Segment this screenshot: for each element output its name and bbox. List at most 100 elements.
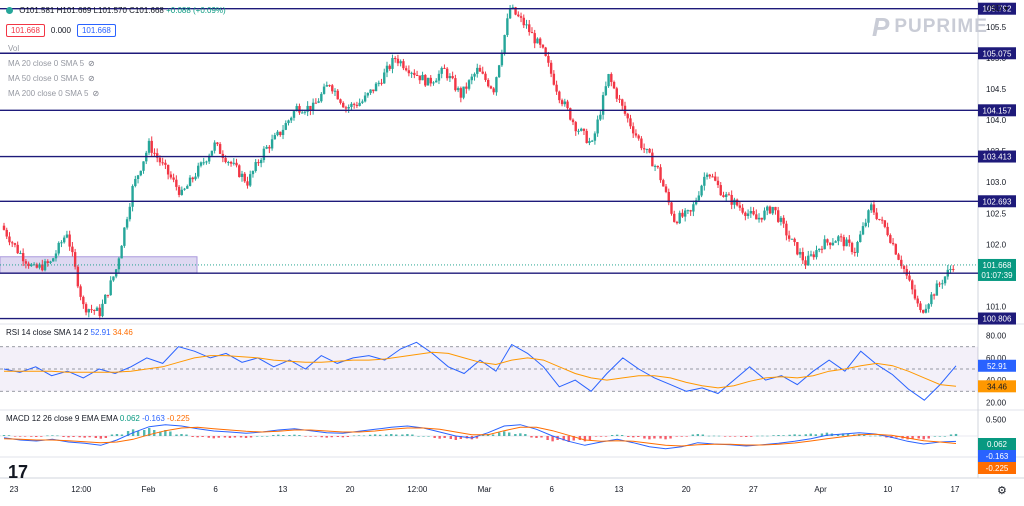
candle-up — [131, 186, 133, 207]
candle-up — [758, 218, 760, 220]
candle-down — [933, 294, 935, 295]
ohlc-low: L101.570 — [94, 6, 127, 15]
candle-up — [588, 141, 590, 143]
candle-up — [126, 219, 128, 227]
macd-hist-bar-down — [224, 436, 226, 438]
candle-down — [153, 153, 155, 154]
candle-up — [399, 61, 401, 63]
macd-legend[interactable]: MACD 12 26 close 9 EMA EMA 0.062 -0.163 … — [6, 414, 190, 423]
candle-down — [796, 242, 798, 254]
price-tick-label: 105.5 — [986, 23, 1007, 32]
macd-value-tag-text: 0.062 — [987, 440, 1008, 449]
candle-down — [755, 214, 757, 219]
candle-down — [720, 185, 722, 195]
candle-down — [561, 100, 563, 104]
candle-up — [271, 139, 273, 148]
candle-down — [889, 235, 891, 243]
macd-hist-bar-down — [245, 436, 247, 438]
macd-hist-bar-up — [702, 435, 704, 437]
macd-hist-bar-up — [369, 435, 371, 436]
candle-down — [914, 289, 916, 298]
macd-hist-bar-up — [713, 436, 715, 437]
candle-up — [679, 213, 681, 223]
price-tick-label: 104.5 — [986, 85, 1007, 94]
candle-down — [151, 141, 153, 153]
candle-up — [233, 163, 235, 164]
candle-down — [917, 298, 919, 303]
candle-down — [903, 266, 905, 269]
candle-up — [457, 88, 459, 90]
candle-down — [523, 18, 525, 25]
candle-up — [323, 87, 325, 94]
macd-hist-bar-up — [3, 435, 5, 436]
volume-label[interactable]: Vol — [8, 44, 19, 53]
visibility-off-icon[interactable]: ⊘ — [88, 59, 95, 68]
macd-hist-bar-down — [450, 436, 452, 439]
price-tick-label: 101.0 — [986, 302, 1007, 311]
macd-hist-bar-up — [524, 434, 526, 436]
bid-price[interactable]: 101.668 — [6, 24, 45, 37]
macd-hist-bar-up — [121, 435, 123, 437]
candle-down — [175, 180, 177, 187]
candle-down — [854, 252, 856, 253]
macd-hist-bar-down — [19, 436, 21, 437]
time-tick-label: 10 — [883, 485, 892, 494]
candle-down — [648, 149, 650, 153]
currency-label[interactable]: USD ▾ — [985, 4, 1008, 13]
candle-down — [665, 186, 667, 192]
candle-up — [213, 143, 215, 151]
candle-up — [815, 250, 817, 257]
candle-down — [454, 78, 456, 90]
macd-hist-bar-up — [137, 431, 139, 436]
macd-hist-bar-up — [616, 435, 618, 436]
candle-up — [865, 223, 867, 226]
candle-up — [763, 211, 765, 220]
indicator-ma20[interactable]: MA 20 close 0 SMA 5⊘ — [8, 59, 95, 68]
settings-gear-icon[interactable]: ⚙ — [997, 484, 1007, 497]
candle-up — [525, 24, 527, 25]
macd-hist-bar-down — [304, 436, 306, 437]
candle-down — [802, 252, 804, 260]
macd-hist-bar-down — [928, 436, 930, 439]
candle-up — [52, 258, 54, 261]
rsi-legend[interactable]: RSI 14 close SMA 14 2 52.91 34.46 — [6, 328, 133, 337]
candle-down — [884, 220, 886, 227]
candle-up — [386, 66, 388, 73]
candle-down — [938, 284, 940, 285]
candle-up — [733, 200, 735, 205]
indicator-ma200[interactable]: MA 200 close 0 SMA 5⊘ — [8, 89, 99, 98]
time-tick-label: 13 — [278, 485, 287, 494]
candle-down — [843, 237, 845, 246]
visibility-off-icon[interactable]: ⊘ — [88, 74, 95, 83]
candle-up — [810, 254, 812, 255]
candle-down — [416, 75, 418, 76]
candle-up — [320, 94, 322, 101]
candle-up — [55, 253, 57, 258]
macd-hist-bar-down — [740, 436, 742, 437]
candle-up — [63, 238, 65, 243]
candle-down — [419, 76, 421, 81]
macd-hist-bar-up — [411, 435, 413, 437]
price-tick-label: 102.5 — [986, 209, 1007, 218]
price-tick-label: 104.0 — [986, 116, 1007, 125]
candle-up — [859, 234, 861, 242]
ask-price[interactable]: 101.668 — [77, 24, 116, 37]
candle-up — [19, 253, 21, 254]
indicator-ma50[interactable]: MA 50 close 0 SMA 5⊘ — [8, 74, 95, 83]
candle-down — [714, 176, 716, 180]
candle-down — [74, 252, 76, 267]
candle-up — [66, 235, 68, 238]
candle-up — [949, 269, 951, 270]
candle-up — [101, 304, 103, 316]
ohlc-high: H101.669 — [57, 6, 92, 15]
visibility-off-icon[interactable]: ⊘ — [93, 89, 100, 98]
candle-down — [159, 158, 161, 163]
candle-down — [380, 83, 382, 84]
macd-hist-bar-down — [433, 436, 435, 438]
tradingview-logo[interactable]: 17 — [8, 462, 28, 483]
macd-hist-bar-down — [680, 436, 682, 437]
candle-down — [629, 118, 631, 126]
candle-down — [722, 195, 724, 197]
